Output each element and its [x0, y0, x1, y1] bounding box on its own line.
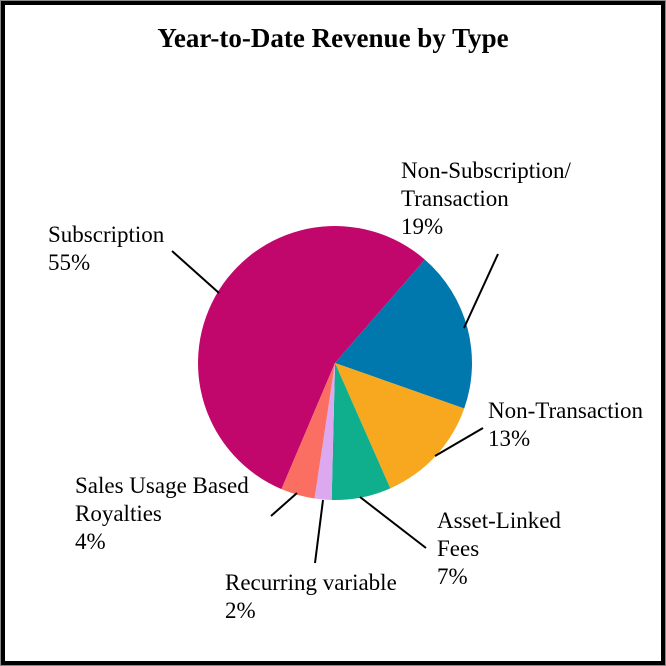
pie-label-line: Fees [437, 536, 480, 561]
pie-label-recurring-variable: Recurring variable 2% [225, 569, 397, 625]
pie-label-line: 4% [75, 529, 106, 554]
pie-label-line: 19% [401, 214, 444, 239]
pie-label-line: Asset-Linked [437, 508, 561, 533]
pie-slice-sales-usage-royalties [281, 363, 335, 499]
pie-slice-non-transaction [335, 363, 465, 489]
pie-label-subscription: Subscription 55% [48, 221, 164, 277]
leader-line-recurring-variable [314, 499, 324, 564]
pie-label-line: 2% [225, 598, 256, 623]
leader-line-non-subscription-transaction [463, 253, 499, 329]
pie-label-non-subscription-transaction: Non-Subscription/Transaction 19% [401, 157, 571, 241]
pie-label-line: Non-Subscription/ [401, 158, 571, 183]
pie-label-line: Non-Transaction [488, 398, 644, 423]
pie-slice-recurring-variable [314, 363, 335, 500]
pie-label-line: Transaction [401, 186, 509, 211]
pie-label-line: 13% [488, 426, 531, 451]
pie-label-line: Subscription [48, 222, 165, 247]
pie-label-line: Royalties [75, 501, 162, 526]
pie-label-line: 7% [437, 564, 468, 589]
pie-label-non-transaction: Non-Transaction 13% [488, 397, 643, 453]
pie-slice-non-subscription-transaction [335, 259, 473, 409]
leader-line-subscription [171, 250, 220, 294]
pie-label-asset-linked-fees: Asset-Linked Fees 7% [437, 507, 561, 591]
pie-label-line: Sales Usage Based [75, 473, 249, 498]
pie-label-line: Recurring variable [225, 570, 397, 595]
pie-label-sales-usage-royalties: Sales Usage Based Royalties 4% [75, 472, 249, 556]
leader-line-asset-linked-fees [359, 496, 427, 549]
pie-label-line: 55% [48, 250, 91, 275]
leader-line-non-transaction [434, 427, 484, 457]
pie-slice-subscription [198, 226, 425, 490]
leader-line-sales-usage-royalties [270, 492, 298, 517]
chart-title: Year-to-Date Revenue by Type [157, 23, 509, 53]
pie-slice-asset-linked-fees [331, 363, 391, 501]
